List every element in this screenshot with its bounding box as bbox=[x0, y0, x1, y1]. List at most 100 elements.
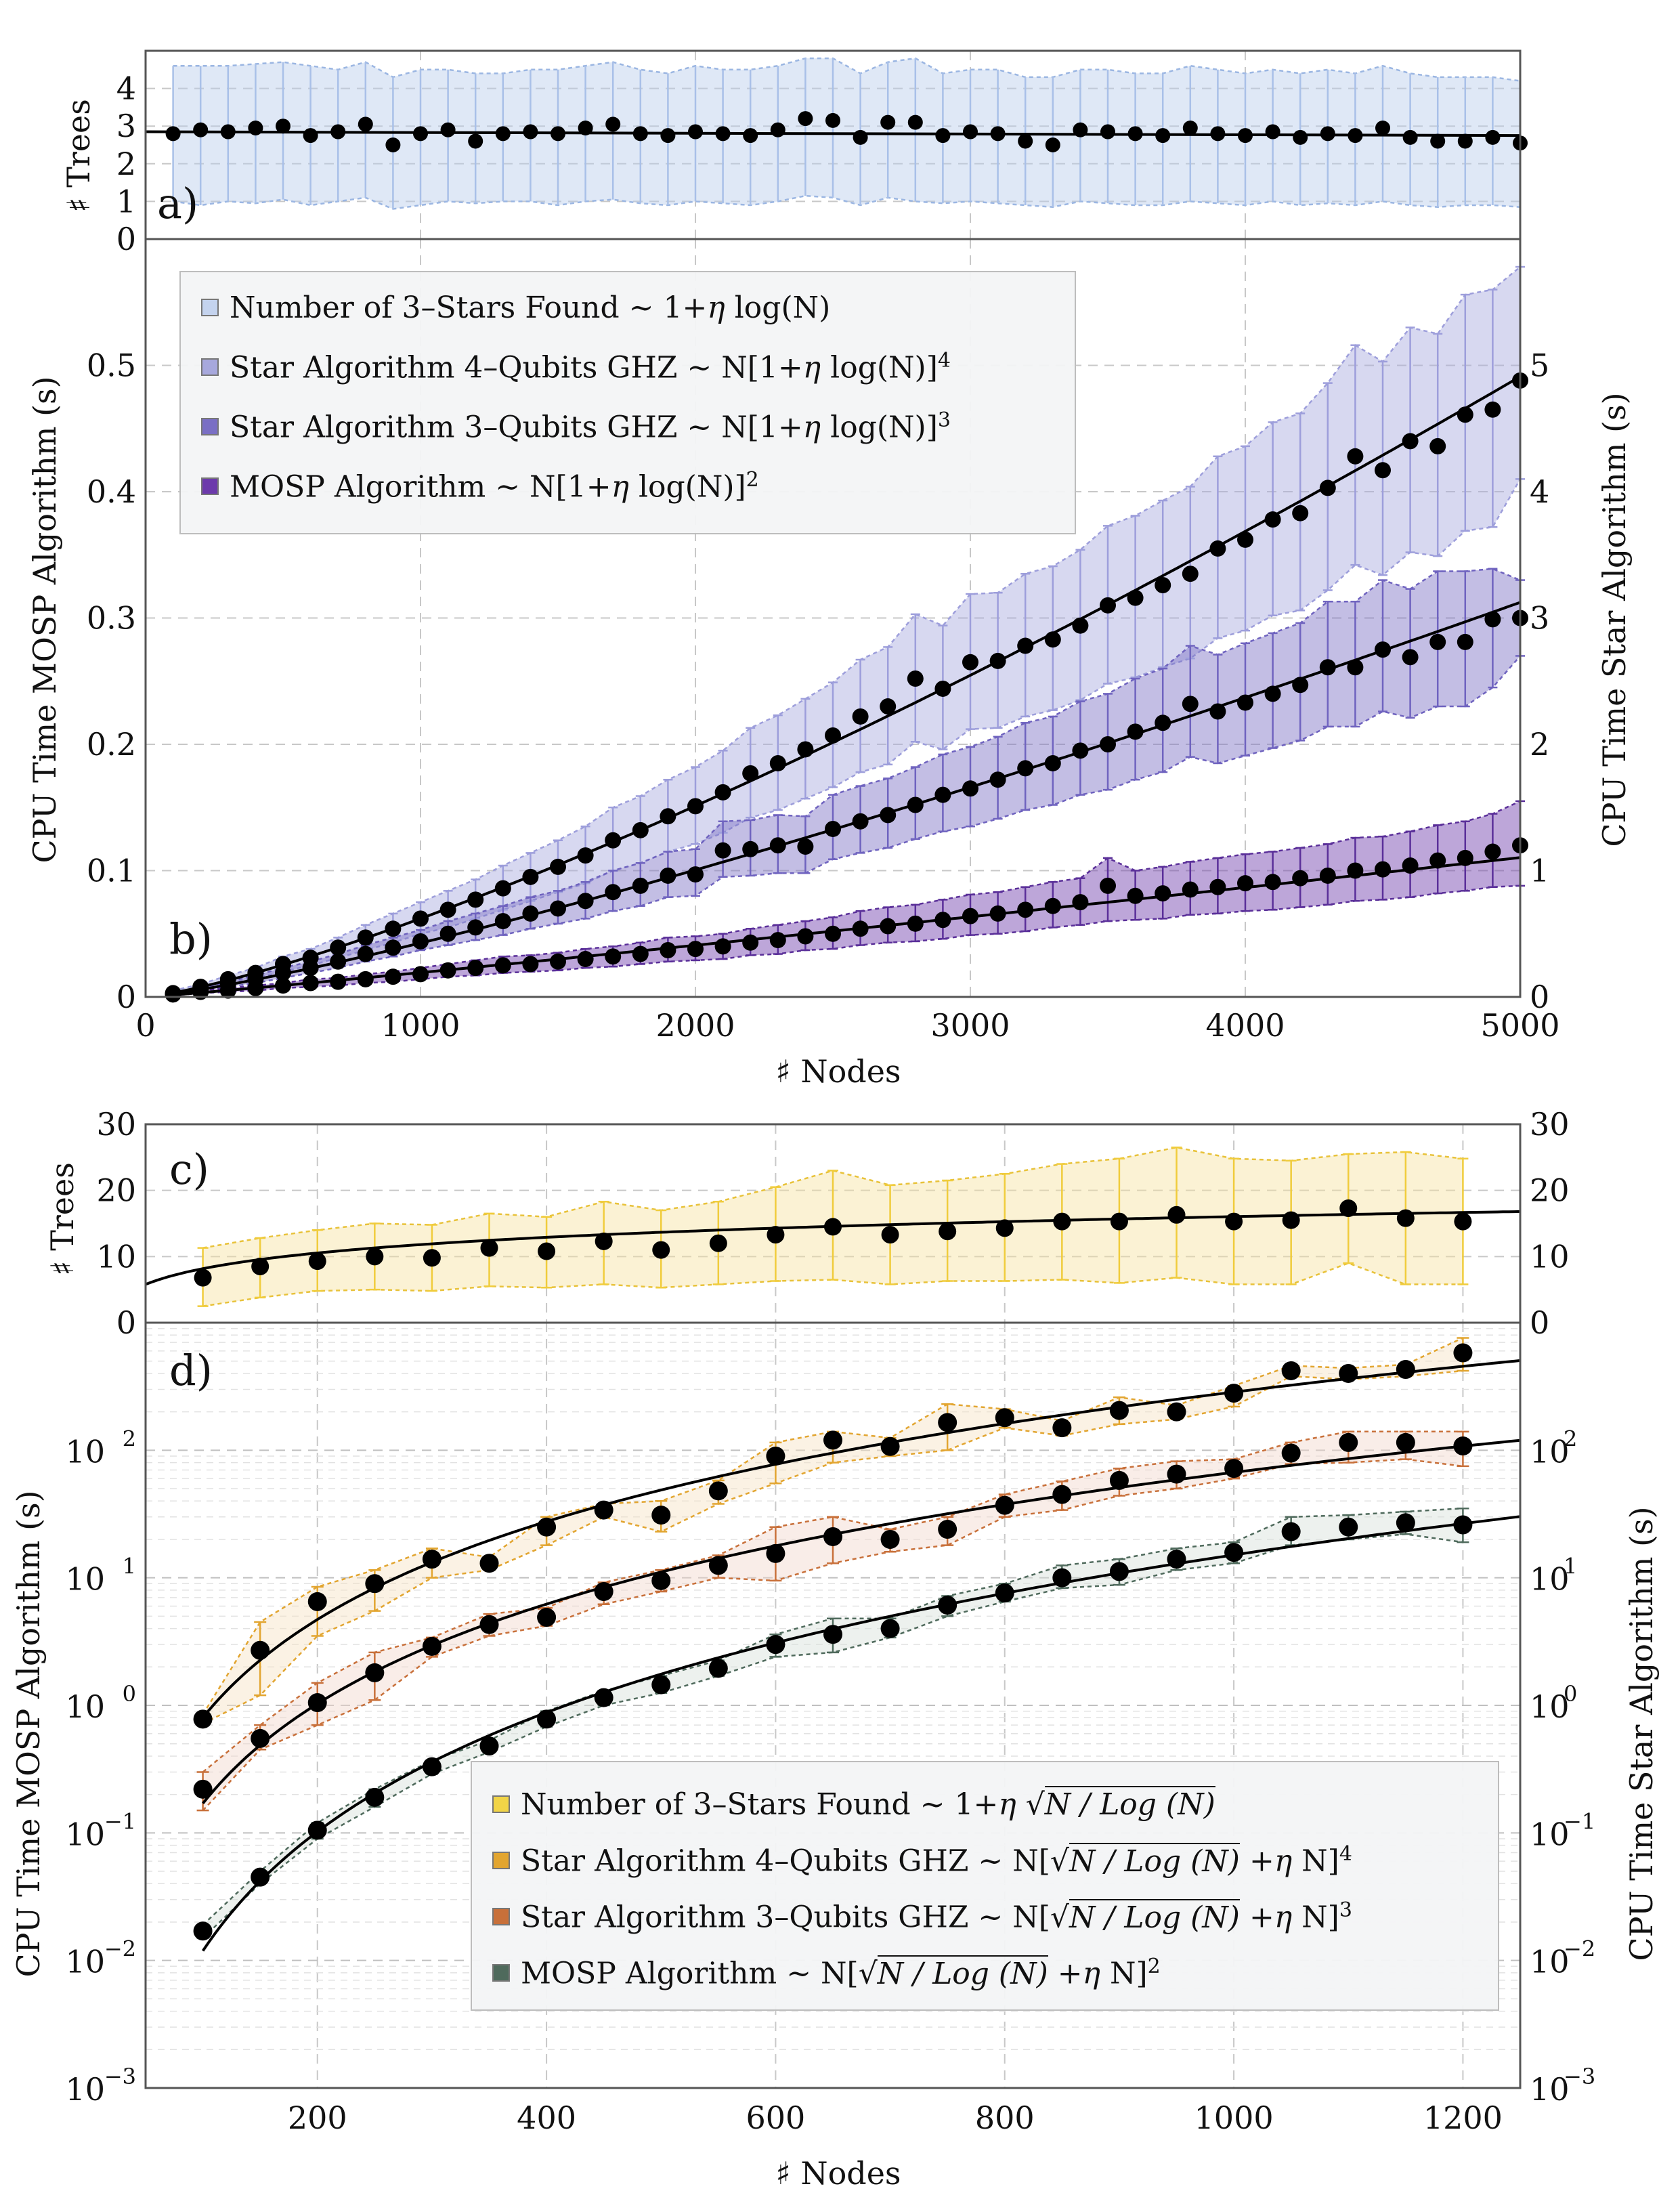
panel-d-band-lower-edge bbox=[202, 1533, 1463, 1939]
legend-text: Star Algorithm 4–Qubits GHZ ~ N[1+η log(… bbox=[230, 349, 951, 385]
panel-d-xtick-label: 1200 bbox=[1423, 2100, 1503, 2136]
panel-b-band-upper-edge bbox=[173, 266, 1521, 992]
panel-a-point bbox=[1320, 126, 1335, 142]
panel-b-point bbox=[1017, 901, 1034, 918]
panel-b-ytick-label: 0.5 bbox=[87, 347, 136, 384]
panel-b-y2tick-label: 5 bbox=[1530, 347, 1549, 384]
panel-a-point bbox=[220, 124, 236, 140]
legend-swatch bbox=[492, 1908, 510, 1925]
panel-d-point bbox=[995, 1583, 1014, 1603]
panel-b-point bbox=[1182, 566, 1199, 582]
legend-item-star3-b: Star Algorithm 3–Qubits GHZ ~ N[1+η log(… bbox=[201, 406, 951, 447]
legend-text: MOSP Algorithm ~ N[√N / Log (N) +η N]2 bbox=[521, 1955, 1161, 1991]
panel-b-point bbox=[1209, 540, 1226, 557]
panel-b-point bbox=[522, 905, 539, 922]
panel-d-fit-curve bbox=[202, 1359, 1521, 1719]
legend-swatch bbox=[201, 299, 219, 316]
panel-a-point bbox=[1348, 128, 1363, 144]
panel-d-ytick-label: 10 bbox=[65, 1816, 105, 1852]
panel-d-point bbox=[1453, 1343, 1473, 1363]
panel-b-point bbox=[1209, 703, 1226, 720]
panel-b-point bbox=[714, 938, 731, 955]
legend-text: Number of 3–Stars Found ~ 1+η √N / Log (… bbox=[521, 1785, 1215, 1822]
panel-a-point bbox=[1127, 126, 1143, 142]
panel-b-point bbox=[1044, 897, 1061, 914]
panel-c-y2tick-label: 30 bbox=[1530, 1106, 1570, 1143]
panel-b-point bbox=[247, 979, 264, 996]
panel-b-point bbox=[522, 956, 539, 973]
panel-b-point bbox=[302, 960, 319, 977]
panel-c-ytick-label: 0 bbox=[116, 1304, 136, 1341]
legend-item-star4-b: Star Algorithm 4–Qubits GHZ ~ N[1+η log(… bbox=[201, 347, 951, 387]
panel-a-ytick-label: 1 bbox=[116, 183, 136, 219]
panel-b-point bbox=[1155, 885, 1171, 902]
panel-c-point bbox=[995, 1219, 1014, 1237]
panel-a-point bbox=[1100, 124, 1115, 140]
legend-item-mosp-b: MOSP Algorithm ~ N[1+η log(N)]2 bbox=[201, 466, 759, 507]
panel-b-point bbox=[494, 957, 511, 974]
panel-b-point bbox=[1375, 641, 1391, 658]
panel-d-point bbox=[651, 1571, 671, 1590]
panel-c-point bbox=[1339, 1199, 1358, 1218]
panel-b-point bbox=[825, 925, 841, 942]
panel-b-ytick-label: 0 bbox=[116, 979, 136, 1015]
panel-b-point bbox=[962, 654, 978, 670]
panel-a-band-lower-edge bbox=[173, 194, 1521, 210]
panel-b-point bbox=[550, 953, 566, 970]
panel-d-ytick-label: 10 bbox=[65, 1561, 105, 1598]
legend-swatch bbox=[201, 358, 219, 376]
panel-a-point bbox=[440, 122, 456, 137]
panel-b-point bbox=[880, 918, 897, 935]
panel-d-point bbox=[422, 1550, 441, 1569]
panel-a-point bbox=[523, 124, 538, 140]
panel-label-c: c) bbox=[169, 1145, 209, 1194]
legend-item-mosp-d: MOSP Algorithm ~ N[√N / Log (N) +η N]2 bbox=[492, 1953, 1161, 1993]
panel-b-point bbox=[1457, 849, 1473, 866]
panel-b-point bbox=[1347, 448, 1364, 465]
panel-d-point bbox=[1281, 1361, 1301, 1380]
panel-b-point bbox=[1292, 870, 1309, 887]
panel-b-point bbox=[605, 832, 622, 849]
panel-b-ytick-label: 0.4 bbox=[87, 473, 136, 510]
panel-d-point bbox=[938, 1520, 957, 1539]
panel-c-point bbox=[366, 1248, 384, 1266]
panel-a-point bbox=[1018, 133, 1033, 149]
panel-b-point bbox=[467, 919, 484, 936]
panel-b-point bbox=[660, 867, 676, 884]
panel-a-point bbox=[605, 116, 621, 132]
panel-b-point bbox=[769, 754, 786, 771]
panel-a-point bbox=[770, 122, 785, 137]
panel-b-xtick-label: 4000 bbox=[1205, 1007, 1285, 1044]
panel-b-point bbox=[385, 968, 402, 985]
panel-c-point bbox=[881, 1226, 899, 1244]
panel-b-point bbox=[1017, 760, 1034, 777]
panel-d-ytick-exponent: 0 bbox=[123, 1681, 136, 1707]
panel-d-point bbox=[708, 1481, 728, 1501]
panel-b-point bbox=[577, 893, 594, 910]
panel-d-point bbox=[823, 1625, 842, 1644]
panel-b-band-lower-edge bbox=[173, 655, 1521, 997]
panel-a-point bbox=[385, 137, 401, 152]
panel-d-ytick-exponent: −3 bbox=[104, 2064, 136, 2089]
panel-b-point bbox=[934, 912, 951, 929]
panel-a-point bbox=[660, 128, 676, 144]
panel-b-point bbox=[439, 925, 456, 942]
panel-b-point bbox=[577, 951, 594, 968]
panel-d-point bbox=[1339, 1363, 1358, 1383]
panel-d-point bbox=[938, 1596, 957, 1615]
panel-b-point bbox=[687, 941, 704, 958]
panel-b-point bbox=[1484, 611, 1501, 628]
panel-d-point bbox=[537, 1517, 557, 1537]
panel-b-point bbox=[1127, 887, 1144, 904]
panel-b-xtick-label: 0 bbox=[135, 1007, 155, 1044]
panel-d-y2tick-label: 10 bbox=[1530, 2071, 1570, 2108]
panel-b-point bbox=[742, 840, 759, 857]
panel-d-point bbox=[1453, 1436, 1473, 1456]
panel-d-band-upper-edge bbox=[202, 1337, 1463, 1715]
legend-item-star4-d: Star Algorithm 4–Qubits GHZ ~ N[√N / Log… bbox=[492, 1840, 1352, 1881]
panel-b-point bbox=[1402, 857, 1419, 874]
panel-d-point bbox=[1167, 1464, 1186, 1484]
panel-b-point bbox=[852, 813, 869, 830]
